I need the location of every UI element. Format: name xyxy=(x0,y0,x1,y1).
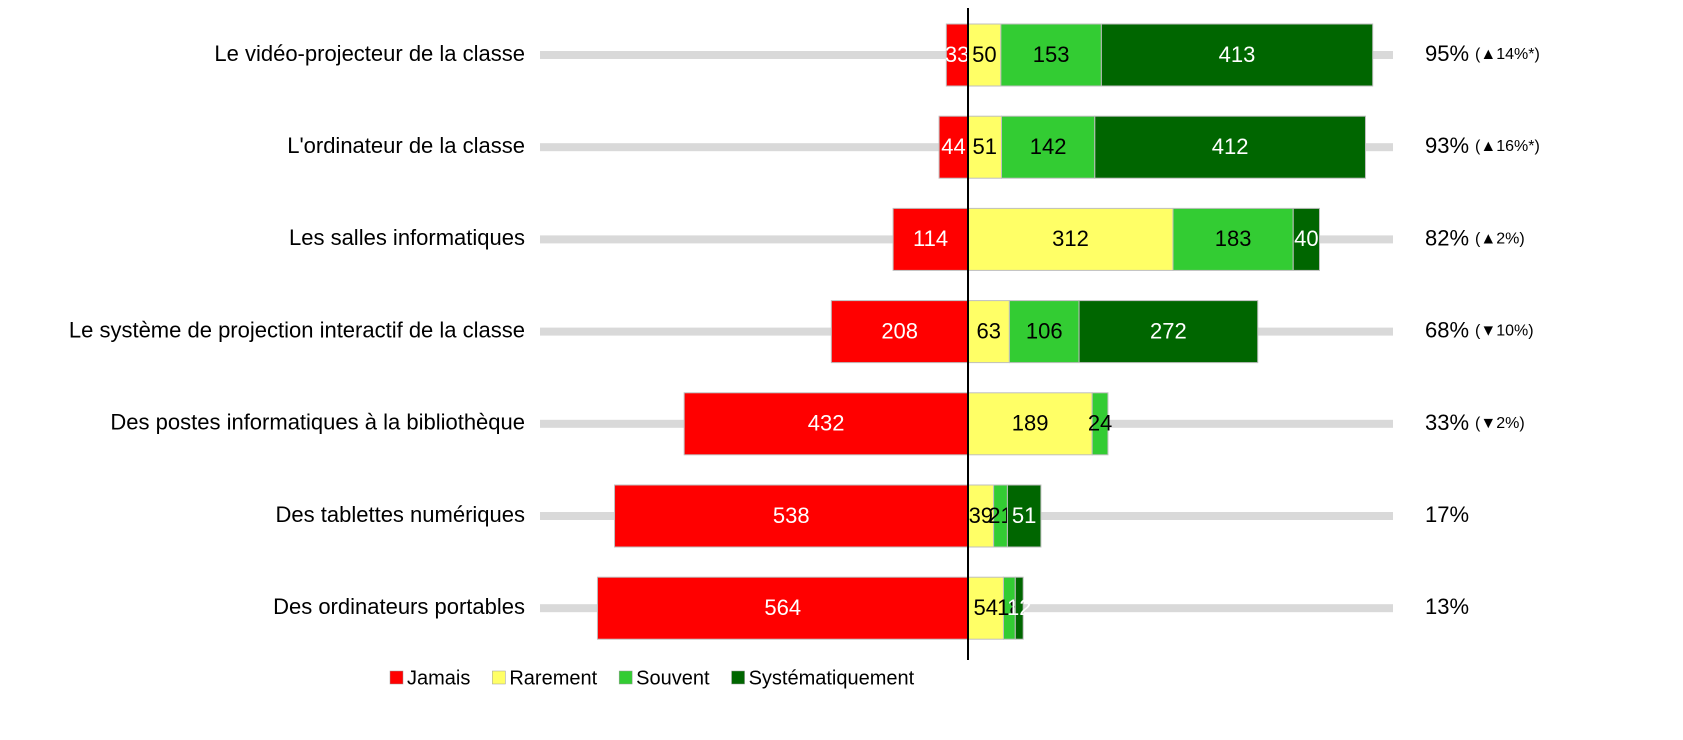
data-label: 183 xyxy=(1215,226,1252,251)
data-label: 50 xyxy=(972,42,996,67)
rate-label: 17% xyxy=(1425,502,1469,527)
rate: 68% xyxy=(1425,317,1469,342)
change: (▲16%*) xyxy=(1475,138,1540,155)
legend-label: Souvent xyxy=(636,667,710,689)
rate: 33% xyxy=(1425,410,1469,435)
bar-segment xyxy=(596,576,969,640)
bar-segment xyxy=(967,23,1002,87)
bar-segment xyxy=(967,484,995,548)
legend-label: Rarement xyxy=(509,667,597,689)
data-label: 24 xyxy=(1088,411,1112,436)
rate: 13% xyxy=(1425,594,1469,619)
bar-segment xyxy=(1078,300,1259,364)
category-label: Des ordinateurs portables xyxy=(273,594,525,619)
bar-segment xyxy=(830,300,969,364)
legend-swatch xyxy=(492,670,506,685)
data-label: 40 xyxy=(1294,226,1318,251)
data-label: 272 xyxy=(1150,318,1187,343)
bar-segment xyxy=(967,300,1010,364)
bar-segment xyxy=(1100,23,1374,87)
data-label: 564 xyxy=(764,595,801,620)
legend-swatch xyxy=(389,670,404,685)
legend-label: Jamais xyxy=(407,667,470,689)
change: (▼2%) xyxy=(1475,415,1525,432)
category-label: Des postes informatiques à la bibliothèq… xyxy=(110,410,525,435)
bar-segment xyxy=(1172,207,1294,271)
data-label: 44 xyxy=(941,134,965,159)
bar-segment xyxy=(614,484,969,548)
legend-label: Systématiquement xyxy=(749,667,915,689)
rate-label: 33% (▼2%) xyxy=(1425,410,1525,435)
rate-label: 13% xyxy=(1425,594,1469,619)
bar-segment xyxy=(967,392,1093,456)
bar-segment xyxy=(1006,484,1042,548)
data-label: 39 xyxy=(969,503,993,528)
data-label: 114 xyxy=(913,226,948,251)
data-label: 538 xyxy=(773,503,810,528)
data-label: 51 xyxy=(1012,503,1036,528)
data-label: 54 xyxy=(973,595,997,620)
bar-segment xyxy=(683,392,969,456)
category-label: L'ordinateur de la classe xyxy=(287,133,525,158)
bar-segment xyxy=(1014,576,1024,640)
rate-label: 95% (▲14%*) xyxy=(1425,41,1540,66)
data-label: 51 xyxy=(973,134,997,159)
data-label: 142 xyxy=(1030,134,1067,159)
legend-swatch xyxy=(618,670,633,685)
category-label: Des tablettes numériques xyxy=(276,502,525,527)
rate: 82% xyxy=(1425,225,1469,250)
data-label: 153 xyxy=(1033,42,1070,67)
data-label: 63 xyxy=(976,318,1000,343)
data-label: 312 xyxy=(1052,226,1089,251)
category-label: Le système de projection interactif de l… xyxy=(69,317,525,342)
bar-segment xyxy=(1292,207,1320,271)
rate-label: 93% (▲16%*) xyxy=(1425,133,1540,158)
rate: 93% xyxy=(1425,133,1469,158)
bar-segment xyxy=(1094,115,1366,179)
category-label: Le vidéo-projecteur de la classe xyxy=(214,41,525,66)
bar-segment xyxy=(967,207,1174,271)
change: (▼10%) xyxy=(1475,323,1534,340)
legend-swatch xyxy=(731,670,745,685)
data-label: 12 xyxy=(1007,595,1031,620)
data-label: 413 xyxy=(1219,42,1256,67)
change: (▲2%) xyxy=(1475,231,1525,248)
rate-label: 68% (▼10%) xyxy=(1425,317,1534,342)
data-label: 208 xyxy=(881,318,918,343)
data-label: 432 xyxy=(808,411,845,436)
rate: 95% xyxy=(1425,41,1469,66)
data-label: 412 xyxy=(1212,134,1249,159)
data-label: 33 xyxy=(945,42,969,67)
bar-segment xyxy=(1091,392,1109,456)
data-label: 106 xyxy=(1026,318,1063,343)
rate-label: 82% (▲2%) xyxy=(1425,225,1525,250)
category-label: Les salles informatiques xyxy=(289,225,525,250)
data-label: 189 xyxy=(1012,411,1049,436)
change: (▲14%*) xyxy=(1475,46,1540,63)
rate: 17% xyxy=(1425,502,1469,527)
